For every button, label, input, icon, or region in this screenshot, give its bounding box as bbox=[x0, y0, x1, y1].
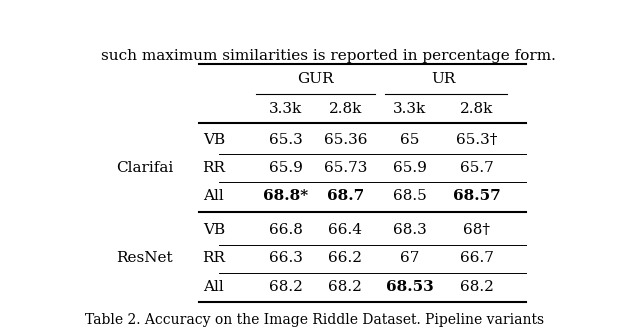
Text: 68.3: 68.3 bbox=[393, 223, 427, 237]
Text: 66.7: 66.7 bbox=[460, 251, 493, 265]
Text: 68.2: 68.2 bbox=[328, 280, 362, 293]
Text: 68†: 68† bbox=[463, 223, 490, 237]
Text: 68.2: 68.2 bbox=[460, 280, 493, 293]
Text: 65.73: 65.73 bbox=[324, 161, 367, 175]
Text: 66.8: 66.8 bbox=[269, 223, 303, 237]
Text: VB: VB bbox=[203, 223, 225, 237]
Text: 65.9: 65.9 bbox=[393, 161, 427, 175]
Text: RR: RR bbox=[202, 161, 225, 175]
Text: 65.9: 65.9 bbox=[269, 161, 303, 175]
Text: 67: 67 bbox=[400, 251, 420, 265]
Text: 68.5: 68.5 bbox=[393, 189, 427, 203]
Text: 68.2: 68.2 bbox=[269, 280, 303, 293]
Text: 65: 65 bbox=[400, 132, 420, 146]
Text: VB: VB bbox=[203, 132, 225, 146]
Text: 65.3: 65.3 bbox=[269, 132, 303, 146]
Text: 3.3k: 3.3k bbox=[393, 102, 426, 116]
Text: All: All bbox=[204, 280, 224, 293]
Text: such maximum similarities is reported in percentage form.: such maximum similarities is reported in… bbox=[100, 49, 556, 63]
Text: Clarifai: Clarifai bbox=[116, 161, 173, 175]
Text: 66.2: 66.2 bbox=[328, 251, 362, 265]
Text: 65.7: 65.7 bbox=[460, 161, 493, 175]
Text: 68.8*: 68.8* bbox=[263, 189, 308, 203]
Text: Table 2. Accuracy on the Image Riddle Dataset. Pipeline variants: Table 2. Accuracy on the Image Riddle Da… bbox=[85, 313, 544, 327]
Text: 65.36: 65.36 bbox=[324, 132, 367, 146]
Text: 2.8k: 2.8k bbox=[460, 102, 493, 116]
Text: ResNet: ResNet bbox=[116, 251, 173, 265]
Text: 66.3: 66.3 bbox=[269, 251, 303, 265]
Text: 2.8k: 2.8k bbox=[329, 102, 362, 116]
Text: UR: UR bbox=[431, 72, 456, 86]
Text: 66.4: 66.4 bbox=[328, 223, 362, 237]
Text: All: All bbox=[204, 189, 224, 203]
Text: 68.7: 68.7 bbox=[327, 189, 364, 203]
Text: 68.53: 68.53 bbox=[386, 280, 434, 293]
Text: RR: RR bbox=[202, 251, 225, 265]
Text: 68.57: 68.57 bbox=[453, 189, 500, 203]
Text: GUR: GUR bbox=[298, 72, 334, 86]
Text: 65.3†: 65.3† bbox=[456, 132, 497, 146]
Text: 3.3k: 3.3k bbox=[269, 102, 303, 116]
